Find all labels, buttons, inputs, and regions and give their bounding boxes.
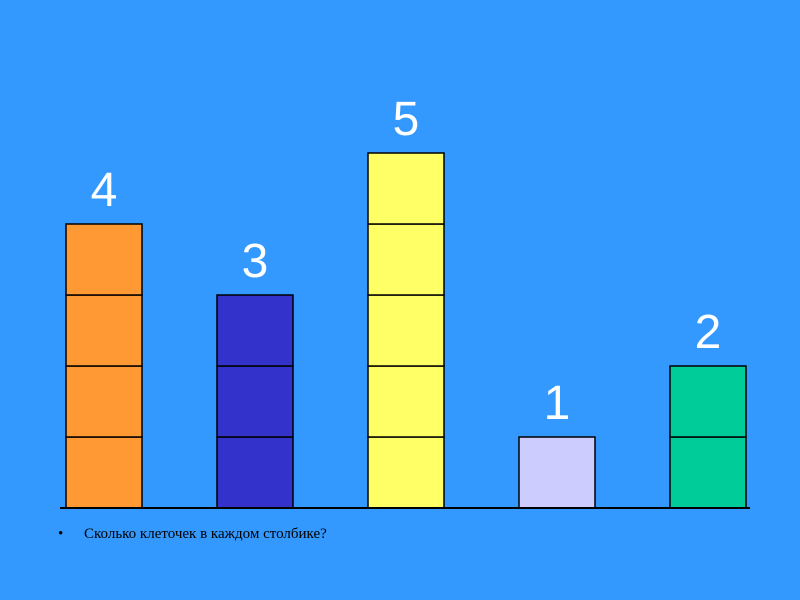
bar-1-value-label: 4	[91, 164, 118, 217]
bar-3-cell	[367, 223, 445, 296]
bullet-icon: •	[58, 526, 64, 542]
bar-5-value-label: 2	[695, 306, 722, 359]
bar-3-cell	[367, 294, 445, 367]
bar-4	[518, 436, 596, 509]
bar-4-cell	[518, 436, 596, 509]
question-text: • Сколько клеточек в каждом столбике?	[58, 526, 327, 543]
bar-1-cell	[65, 436, 143, 509]
bar-1-cell	[65, 294, 143, 367]
bar-3-cell	[367, 152, 445, 225]
bar-3	[367, 152, 445, 509]
bar-3-value-label: 5	[393, 93, 420, 146]
bar-3-cell	[367, 365, 445, 438]
bar-2-cell	[216, 294, 294, 367]
bar-2-cell	[216, 365, 294, 438]
question-label: Сколько клеточек в каждом столбике?	[84, 526, 327, 542]
bar-2-value-label: 3	[242, 235, 269, 288]
bar-2-cell	[216, 436, 294, 509]
bar-1-cell	[65, 365, 143, 438]
bar-5	[669, 365, 747, 509]
bar-1-cell	[65, 223, 143, 296]
bar-5-cell	[669, 365, 747, 438]
bar-3-cell	[367, 436, 445, 509]
bar-5-cell	[669, 436, 747, 509]
bar-1	[65, 223, 143, 509]
bar-4-value-label: 1	[544, 377, 571, 430]
bar-2	[216, 294, 294, 509]
